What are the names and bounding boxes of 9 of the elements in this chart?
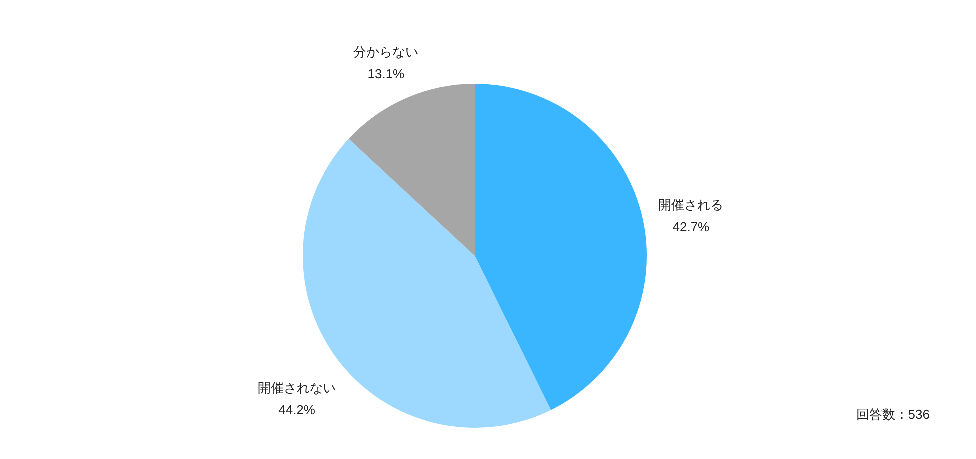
slice-label: 開催される (658, 198, 724, 213)
slice-label: 分からない (354, 44, 419, 60)
data-label: 13.1% (368, 66, 406, 82)
pie-slice (475, 84, 647, 410)
data-label: 42.7% (672, 220, 710, 235)
data-label: 44.2% (278, 402, 316, 418)
slice-label: 開催されない (258, 380, 336, 396)
pie-slice (348, 84, 475, 256)
text: 回答数：536 (856, 407, 930, 422)
